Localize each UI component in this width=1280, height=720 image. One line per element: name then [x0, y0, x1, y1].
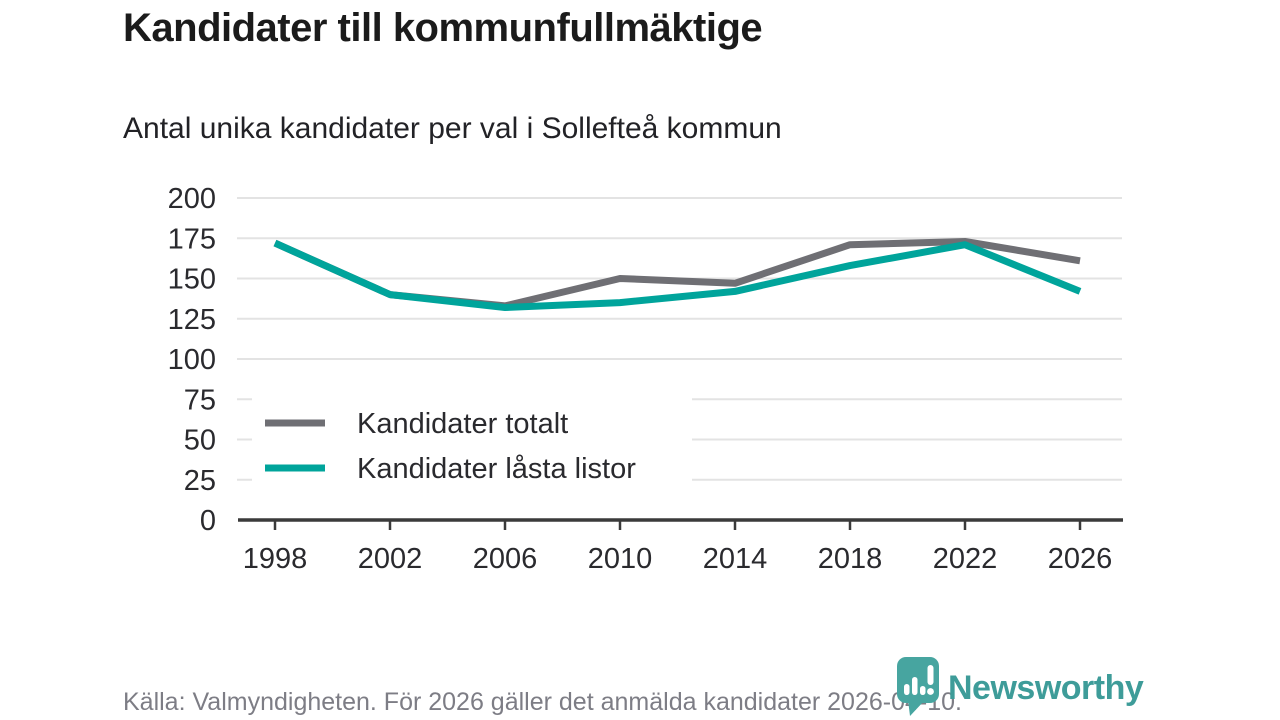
newsworthy-pin-icon	[897, 657, 939, 716]
x-tick-label: 2022	[933, 543, 998, 575]
y-tick-label: 200	[168, 183, 216, 215]
y-tick-label: 75	[184, 384, 216, 416]
source-note: Källa: Valmyndigheten. För 2026 gäller d…	[123, 688, 962, 716]
chart-title: Kandidater till kommunfullmäktige	[123, 6, 763, 50]
x-tick-label: 2010	[588, 543, 653, 575]
legend-label-1: Kandidater låsta listor	[357, 453, 636, 485]
x-tick-label: 1998	[243, 543, 308, 575]
legend-label-0: Kandidater totalt	[357, 408, 568, 440]
y-tick-label: 50	[184, 425, 216, 457]
brand-wordmark: Newsworthy	[948, 669, 1144, 707]
x-tick-label: 2006	[473, 543, 538, 575]
y-tick-label: 25	[184, 465, 216, 497]
y-tick-label: 150	[168, 264, 216, 296]
y-tick-label: 100	[168, 344, 216, 376]
brand-logo: Newsworthy	[897, 657, 1144, 717]
y-tick-label: 0	[200, 505, 216, 537]
x-tick-label: 2014	[703, 543, 768, 575]
y-tick-label: 125	[168, 304, 216, 336]
x-tick-label: 2002	[358, 543, 423, 575]
x-tick-label: 2026	[1048, 543, 1113, 575]
y-tick-label: 175	[168, 223, 216, 255]
x-tick-label: 2018	[818, 543, 883, 575]
chart-subtitle: Antal unika kandidater per val i Solleft…	[123, 112, 782, 145]
legend-background	[252, 394, 692, 494]
series-line-1	[273, 239, 1082, 311]
